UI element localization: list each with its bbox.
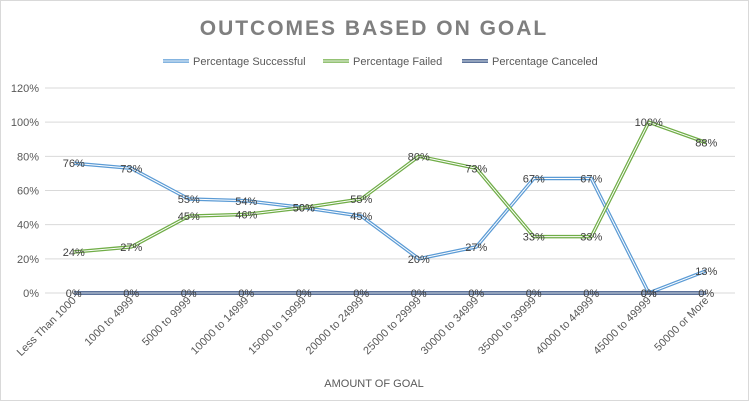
data-label: 0% xyxy=(583,288,599,300)
data-label: 0% xyxy=(353,288,369,300)
data-label: 55% xyxy=(350,194,372,206)
data-label: 73% xyxy=(120,163,142,175)
legend-label: Percentage Failed xyxy=(353,56,442,68)
data-label: 0% xyxy=(641,288,657,300)
chart-legend: Percentage Successful Percentage Failed Pe… xyxy=(163,56,598,68)
data-label: 13% xyxy=(695,266,717,278)
data-label: 0% xyxy=(468,288,484,300)
data-label: 45% xyxy=(178,211,200,223)
data-label: 67% xyxy=(580,174,602,186)
data-label: 20% xyxy=(408,254,430,266)
data-label: 33% xyxy=(523,232,545,244)
chart-title: OUTCOMES BASED ON GOAL xyxy=(200,17,549,40)
legend-label: Percentage Canceled xyxy=(492,56,598,68)
x-axis: Less Than 1000 1000 to 4999 5000 to 999910… xyxy=(15,295,712,359)
data-label: 0% xyxy=(526,288,542,300)
x-tick-label: 40000 to 44999 xyxy=(534,295,597,358)
data-label: 100% xyxy=(635,117,663,129)
x-tick-label: 1000 to 4999 xyxy=(82,295,136,349)
x-axis-title: AMOUNT OF GOAL xyxy=(324,378,423,390)
x-tick-label: 20000 to 24999 xyxy=(304,295,367,358)
data-label: 50% xyxy=(293,203,315,215)
data-label: 33% xyxy=(580,232,602,244)
x-tick-label: Less Than 1000 xyxy=(15,295,79,359)
data-label: 88% xyxy=(695,138,717,150)
data-label: 0% xyxy=(296,288,312,300)
data-label: 0% xyxy=(698,288,714,300)
series-line xyxy=(73,120,707,254)
data-label: 46% xyxy=(235,209,257,221)
data-label: 67% xyxy=(523,174,545,186)
legend-label: Percentage Successful xyxy=(193,56,306,68)
x-tick-label: 45000 to 49999 xyxy=(591,295,654,358)
data-label: 80% xyxy=(408,151,430,163)
x-tick-label: 30000 to 34999 xyxy=(419,295,482,358)
y-tick-label: 60% xyxy=(17,186,39,198)
data-label: 76% xyxy=(63,158,85,170)
series-line xyxy=(73,161,707,295)
y-tick-label: 40% xyxy=(17,220,39,232)
data-labels: 76% 73% 55% 54% 50% 45% 20% 27% 67% 67% 0% 13% 24% 27… xyxy=(63,117,718,300)
series-lines xyxy=(73,120,707,295)
series-line-inner xyxy=(73,162,707,294)
data-label: 0% xyxy=(123,288,139,300)
x-tick-label: 5000 to 9999 xyxy=(140,295,194,349)
data-label: 0% xyxy=(641,288,657,300)
data-label: 55% xyxy=(178,194,200,206)
legend-item: Percentage Canceled xyxy=(462,56,598,68)
legend-item: Percentage Failed xyxy=(323,56,442,68)
y-tick-label: 80% xyxy=(17,151,39,163)
data-label: 50% xyxy=(293,203,315,215)
y-tick-label: 120% xyxy=(11,83,39,95)
x-tick-label: 50000 or More xyxy=(652,295,711,354)
data-label: 0% xyxy=(238,288,254,300)
data-label: 0% xyxy=(411,288,427,300)
data-label: 27% xyxy=(120,242,142,254)
y-tick-label: 100% xyxy=(11,117,39,129)
data-label: 0% xyxy=(181,288,197,300)
x-tick-label: 15000 to 19999 xyxy=(246,295,309,358)
data-label: 45% xyxy=(350,211,372,223)
y-axis: 0% 20% 40% 60% 80% 100% 120% xyxy=(11,83,39,300)
data-label: 24% xyxy=(63,247,85,259)
data-label: 0% xyxy=(66,288,82,300)
series-line-inner xyxy=(73,121,707,253)
data-label: 54% xyxy=(235,196,257,208)
y-tick-label: 0% xyxy=(23,288,39,300)
data-label: 27% xyxy=(465,242,487,254)
y-tick-label: 20% xyxy=(17,254,39,266)
x-tick-label: 35000 to 39999 xyxy=(476,295,539,358)
data-label: 73% xyxy=(465,163,487,175)
x-tick-label: 10000 to 14999 xyxy=(189,295,252,358)
legend-item: Percentage Successful xyxy=(163,56,306,68)
x-tick-label: 25000 to 29999 xyxy=(361,295,424,358)
